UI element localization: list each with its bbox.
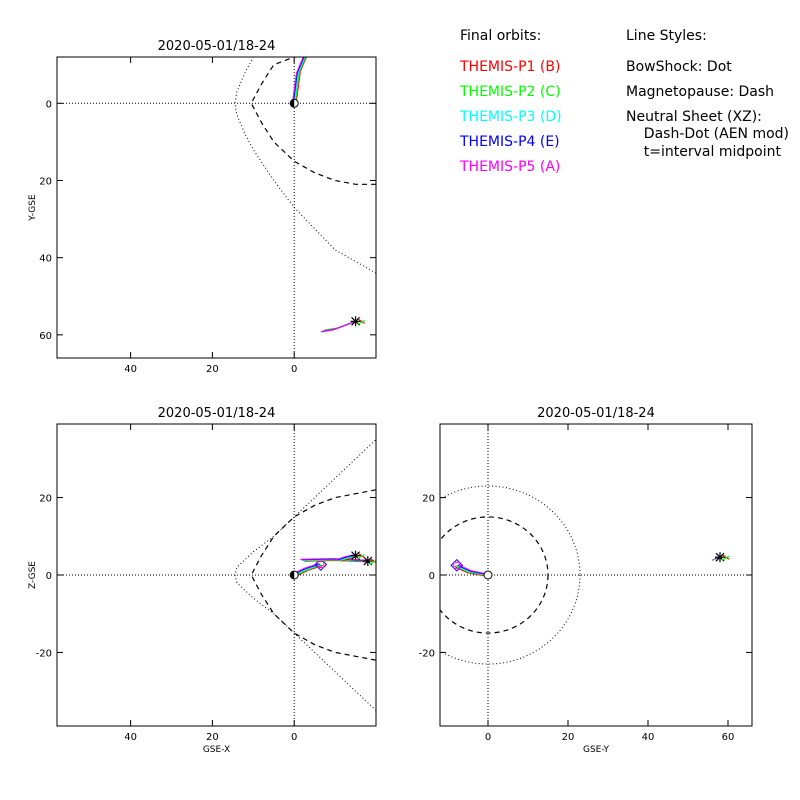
panel-2-plot-area [57,424,376,726]
y-axis-label: Z-GSE [28,561,38,589]
legend-heading: Final orbits: [460,28,541,44]
panel-3: 2020-05-01/18-24 0 20 40 60 -20 0 20 GSE-Y [419,406,753,755]
line-style-entry: t=interval midpoint [626,144,781,160]
orbit-end-red-tick [722,554,730,560]
bow-shock-circle [440,485,581,665]
orbit-track-3 [336,550,365,562]
legend: Final orbits: THEMIS-P1 (B) THEMIS-P2 (C) T… [459,28,562,175]
x-axis-label: GSE-X [203,745,230,755]
y-axis-label: Y-GSE [28,194,38,222]
magnetopause-circle [440,516,549,634]
panel-1-plot-area [57,34,376,358]
y-tick-label: 0 [46,99,52,110]
orbit-end-green-tick [721,555,730,561]
earth-night-side [290,99,295,108]
x-tick-label: 0 [485,732,491,743]
y-tick-label: 40 [39,254,52,265]
orbit-track-2 [320,316,365,333]
panel-3-plot-area [440,424,752,726]
orbit-line-probe-4 [292,57,305,104]
line-style-entry: Magnetopause: Dash [626,84,774,100]
bow-shock-curve [234,439,376,711]
orbit-track-2 [711,552,730,563]
x-tick-label: 20 [562,732,575,743]
panel-title: 2020-05-01/18-24 [158,406,276,421]
orbit-line-probe-2 [294,57,307,103]
line-style-entry: Neutral Sheet (XZ): [626,109,762,125]
panel-frame [56,56,377,359]
orbit-end-diamond [315,34,326,45]
y-tick-label: -20 [36,648,52,659]
y-tick-label: 60 [39,331,52,342]
legend-item-probe-1: THEMIS-P1 (B) [459,59,560,75]
x-axis-label: GSE-Y [583,745,610,755]
legend-item-probe-5: THEMIS-P5 (A) [459,159,560,175]
orbit-line-probe-5 [300,557,366,561]
orbit-line-probe-5 [320,321,354,333]
orbit-end-red-tick [358,318,365,324]
orbit-end-green-tick [357,319,365,325]
x-tick-label: 0 [291,732,297,743]
x-tick-label: 40 [642,732,655,743]
orbit-end-square [453,561,461,569]
panel-title: 2020-05-01/18-24 [537,406,655,421]
orbit-line-probe-5 [291,57,304,105]
orbit-end-green-tick [357,554,365,560]
magnetopause-curve [250,489,376,661]
y-tick-label: 0 [46,571,52,582]
y-tick-label: 0 [429,571,435,582]
orbit-line-probe-1 [295,57,308,103]
x-tick-label: 20 [206,732,219,743]
orbit-line-probe-3 [293,57,306,104]
magnetopause-curve [250,57,376,185]
earth-symbol [483,570,493,580]
line-styles-legend: Line Styles: BowShock: Dot Magnetopause: D… [626,28,789,160]
x-tick-label: 40 [124,364,137,375]
panel-1: 2020-05-01/18-24 40 20 0 0 20 40 60 Y-GSE [28,34,377,375]
line-style-entry: BowShock: Dot [626,59,732,75]
legend-item-probe-2: THEMIS-P2 (C) [459,84,561,100]
orbit-track-2 [300,556,376,567]
legend-item-probe-4: THEMIS-P4 (E) [459,134,560,150]
orbit-end-square [318,37,324,43]
x-tick-label: 60 [722,732,735,743]
earth-night-side [290,571,295,579]
y-tick-label: 20 [39,176,52,187]
y-tick-label: 20 [39,494,52,505]
orbit-end-red-tick [358,553,365,559]
x-tick-label: 20 [206,364,219,375]
orbit-end-square [317,561,325,569]
orbit-line-probe-3 [339,555,356,561]
legend-item-probe-3: THEMIS-P3 (D) [459,109,562,125]
line-style-entry: Dash-Dot (AEN mod) [626,126,789,142]
panel-title: 2020-05-01/18-24 [158,39,276,54]
y-tick-label: 20 [422,494,435,505]
x-tick-label: 40 [124,732,137,743]
panel-2: 2020-05-01/18-24 40 20 0 -20 0 20 GSE-X Z-GSE [28,406,377,755]
bow-shock-curve [234,57,376,274]
orbit-line-probe-1 [341,556,358,562]
y-tick-label: -20 [419,648,435,659]
x-tick-label: 0 [291,364,297,375]
orbit-track-1 [291,34,326,105]
line-styles-heading: Line Styles: [626,28,707,44]
